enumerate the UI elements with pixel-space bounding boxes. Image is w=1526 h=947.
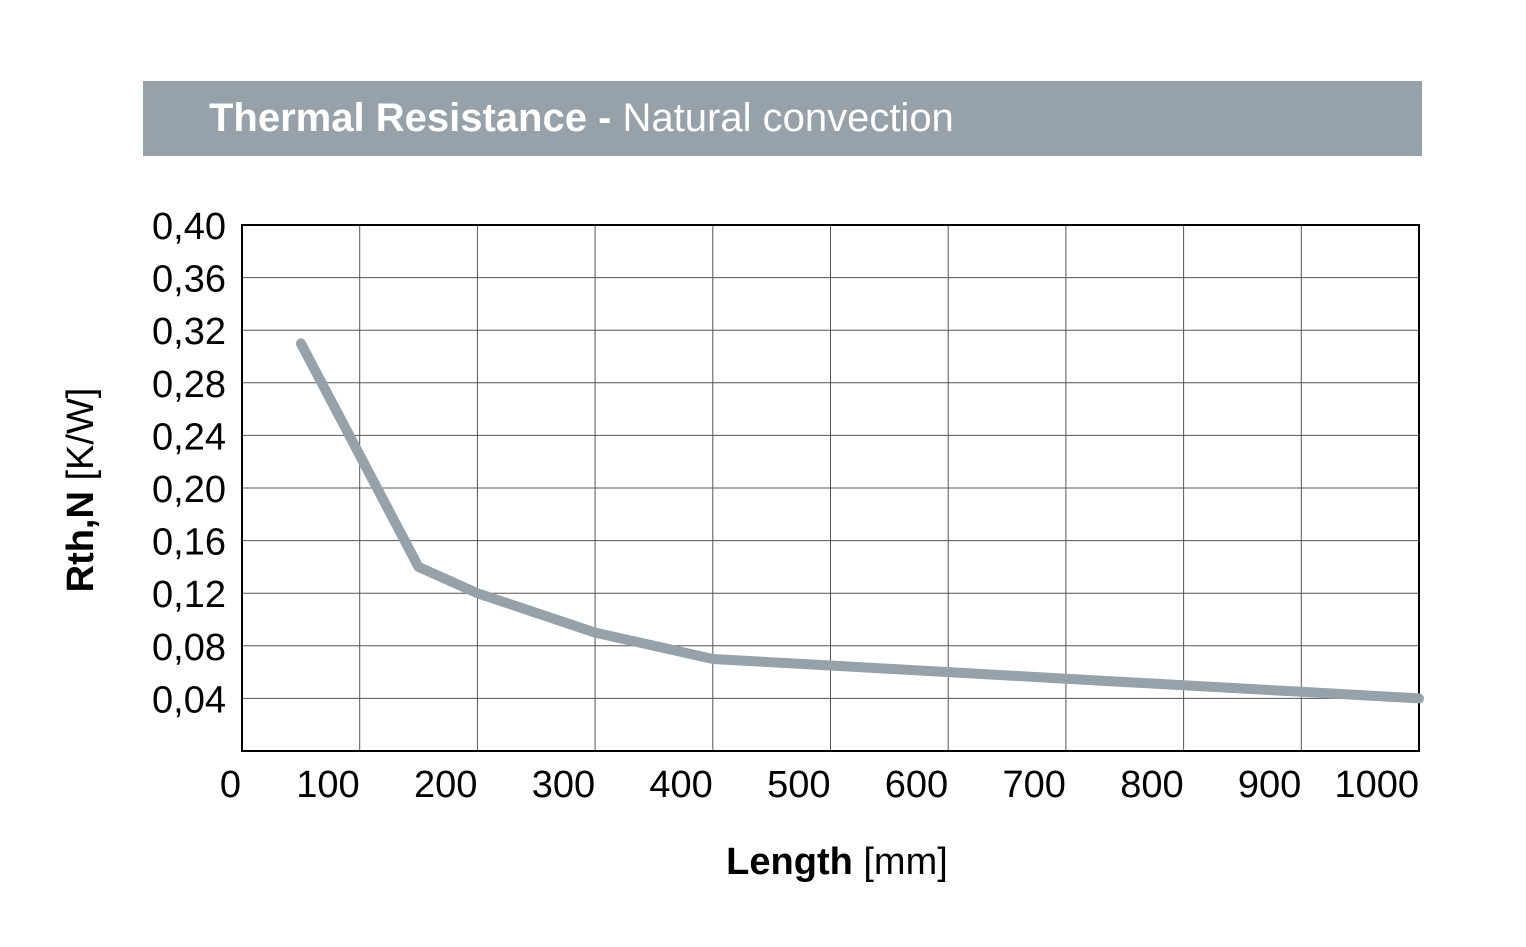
y-tick-label: 0,36 xyxy=(152,259,226,301)
series-layer xyxy=(295,338,1424,704)
x-tick-label: 100 xyxy=(296,764,359,806)
plot-frame xyxy=(241,224,1420,752)
chart-title-regular: Natural convection xyxy=(622,96,954,140)
y-axis-label: Rth,N [K/W] xyxy=(60,388,102,593)
x-tick-label: 900 xyxy=(1238,764,1301,806)
x-tick-label: 1000 xyxy=(1334,764,1419,806)
y-tick-label: 0,12 xyxy=(152,574,226,616)
x-tick-label: 800 xyxy=(1120,764,1183,806)
x-axis-label: Length [mm] xyxy=(726,841,948,883)
y-tick-label: 0,28 xyxy=(152,364,226,406)
x-tick-label: 400 xyxy=(649,764,712,806)
y-tick-label: 0,24 xyxy=(152,416,226,458)
y-tick-labels: 0,04 0,08 0,12 0,16 0,20 0,24 0,28 0,32 0,36 0,40 xyxy=(152,206,226,721)
x-axis-label-bold: Length xyxy=(726,841,853,883)
y-tick-label: 0,20 xyxy=(152,469,226,511)
y-axis-label-unit: [K/W] xyxy=(60,388,102,481)
y-tick-label: 0,08 xyxy=(152,627,226,669)
x-tick-label: 600 xyxy=(885,764,948,806)
chart-title: Thermal Resistance - Natural convection xyxy=(143,81,1422,156)
y-tick-label: 0,40 xyxy=(152,206,226,248)
x-tick-labels: 0 100 200 300 400 500 600 700 800 900 1000 xyxy=(220,764,1419,806)
x-tick-label: 200 xyxy=(414,764,477,806)
x-tick-label: 500 xyxy=(767,764,830,806)
chart-title-bold: Thermal Resistance - xyxy=(209,96,612,140)
x-tick-label: 300 xyxy=(532,764,595,806)
y-tick-label: 0,04 xyxy=(152,679,226,721)
x-tick-label: 700 xyxy=(1002,764,1065,806)
y-axis-label-bold: Rth,N xyxy=(60,491,102,592)
y-tick-label: 0,32 xyxy=(152,311,226,353)
x-axis-label-unit: [mm] xyxy=(863,841,947,883)
grid-lines xyxy=(242,225,1419,751)
series-line xyxy=(295,338,1424,704)
y-tick-label: 0,16 xyxy=(152,522,226,564)
x-tick-label: 0 xyxy=(220,764,241,806)
